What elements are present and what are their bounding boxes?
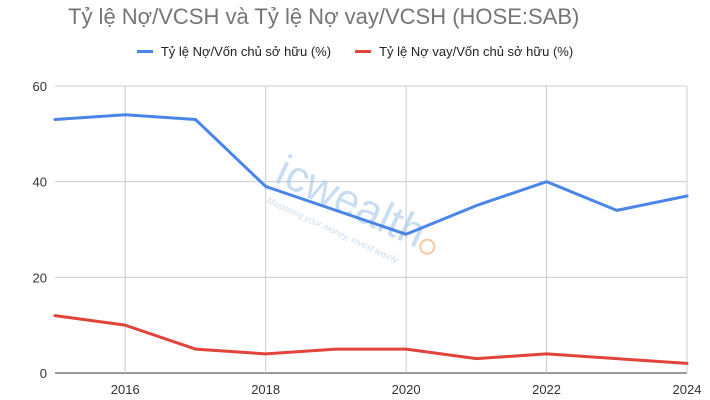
legend: Tỷ lệ Nợ/Vốn chủ sở hữu (%) Tỷ lệ Nợ vay… (0, 44, 710, 59)
legend-label-debt-equity: Tỷ lệ Nợ/Vốn chủ sở hữu (%) (160, 44, 332, 59)
watermark: icwealth Mastering your money, invest wi… (265, 146, 436, 265)
chart-title: Tỷ lệ Nợ/VCSH và Tỷ lệ Nợ vay/VCSH (HOSE… (68, 4, 580, 29)
y-tick-label-60: 60 (33, 79, 47, 94)
y-tick-label-40: 40 (33, 175, 47, 190)
x-tick-label-2018: 2018 (251, 382, 280, 397)
grid (55, 85, 688, 374)
x-tick-label-2024: 2024 (673, 382, 702, 397)
y-tick-label-20: 20 (33, 270, 47, 285)
x-tick-label-2020: 2020 (392, 382, 421, 397)
legend-swatch-debt-equity (136, 50, 153, 53)
y-tick-label-0: 0 (40, 366, 47, 381)
legend-label-borrowing-equity: Tỷ lệ Nợ vay/Vốn chủ sở hữu (%) (379, 44, 574, 59)
series-line-1 (53, 314, 689, 365)
x-tick-label-2016: 2016 (111, 382, 140, 397)
series-group (53, 113, 689, 365)
x-tick-label-2022: 2022 (532, 382, 561, 397)
legend-swatch-borrowing-equity (355, 50, 372, 53)
legend-item-debt-equity: Tỷ lệ Nợ/Vốn chủ sở hữu (%) (136, 44, 332, 59)
watermark-coin-icon (419, 238, 436, 255)
series-line-0 (53, 113, 689, 236)
tick-labels: 0 20 40 60 2016 2018 2020 2022 2024 (33, 79, 702, 397)
legend-item-borrowing-equity: Tỷ lệ Nợ vay/Vốn chủ sở hữu (%) (355, 44, 573, 59)
